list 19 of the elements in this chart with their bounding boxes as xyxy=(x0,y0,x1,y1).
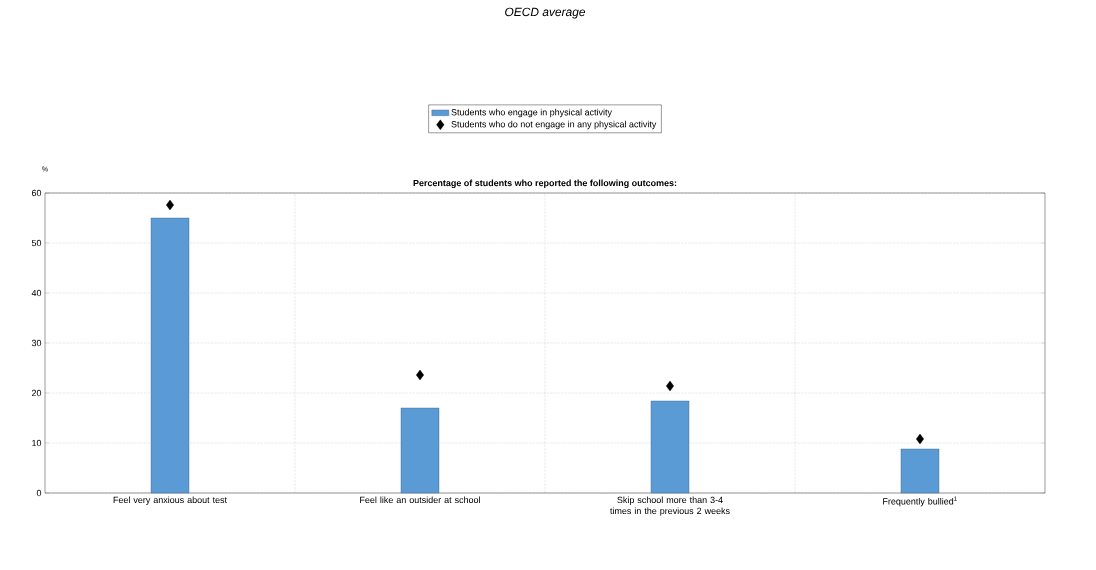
y-tick-label: 50 xyxy=(31,239,42,247)
x-tick-label: Feel like an outsider at school xyxy=(360,496,480,504)
bar xyxy=(650,400,690,494)
chart-subtitle: Percentage of students who reported the following outcomes: xyxy=(413,179,677,188)
x-tick-label: Frequently bullied$^{1}$ xyxy=(883,496,957,507)
x-tick-label: Feel very anxious about test xyxy=(113,496,227,505)
y-tick-label: 20 xyxy=(31,389,42,397)
legend-label: Students who do not engage in any physical activity xyxy=(451,120,657,130)
y-tick-label: 60 xyxy=(31,189,42,197)
y-tick-label: 0 xyxy=(36,489,42,497)
y-tick-label: 30 xyxy=(31,339,42,347)
y-tick-label: 10 xyxy=(32,439,42,447)
bar xyxy=(900,448,940,494)
legend-label: Students who engage in physical activity xyxy=(451,108,612,118)
bar xyxy=(400,407,440,494)
bar xyxy=(150,217,190,494)
y-tick-label: 40 xyxy=(31,289,42,297)
x-tick-label: Skip school more than 3-4 times in the previous 2 weeks xyxy=(610,496,730,516)
chart-title: OECD average xyxy=(505,7,586,19)
